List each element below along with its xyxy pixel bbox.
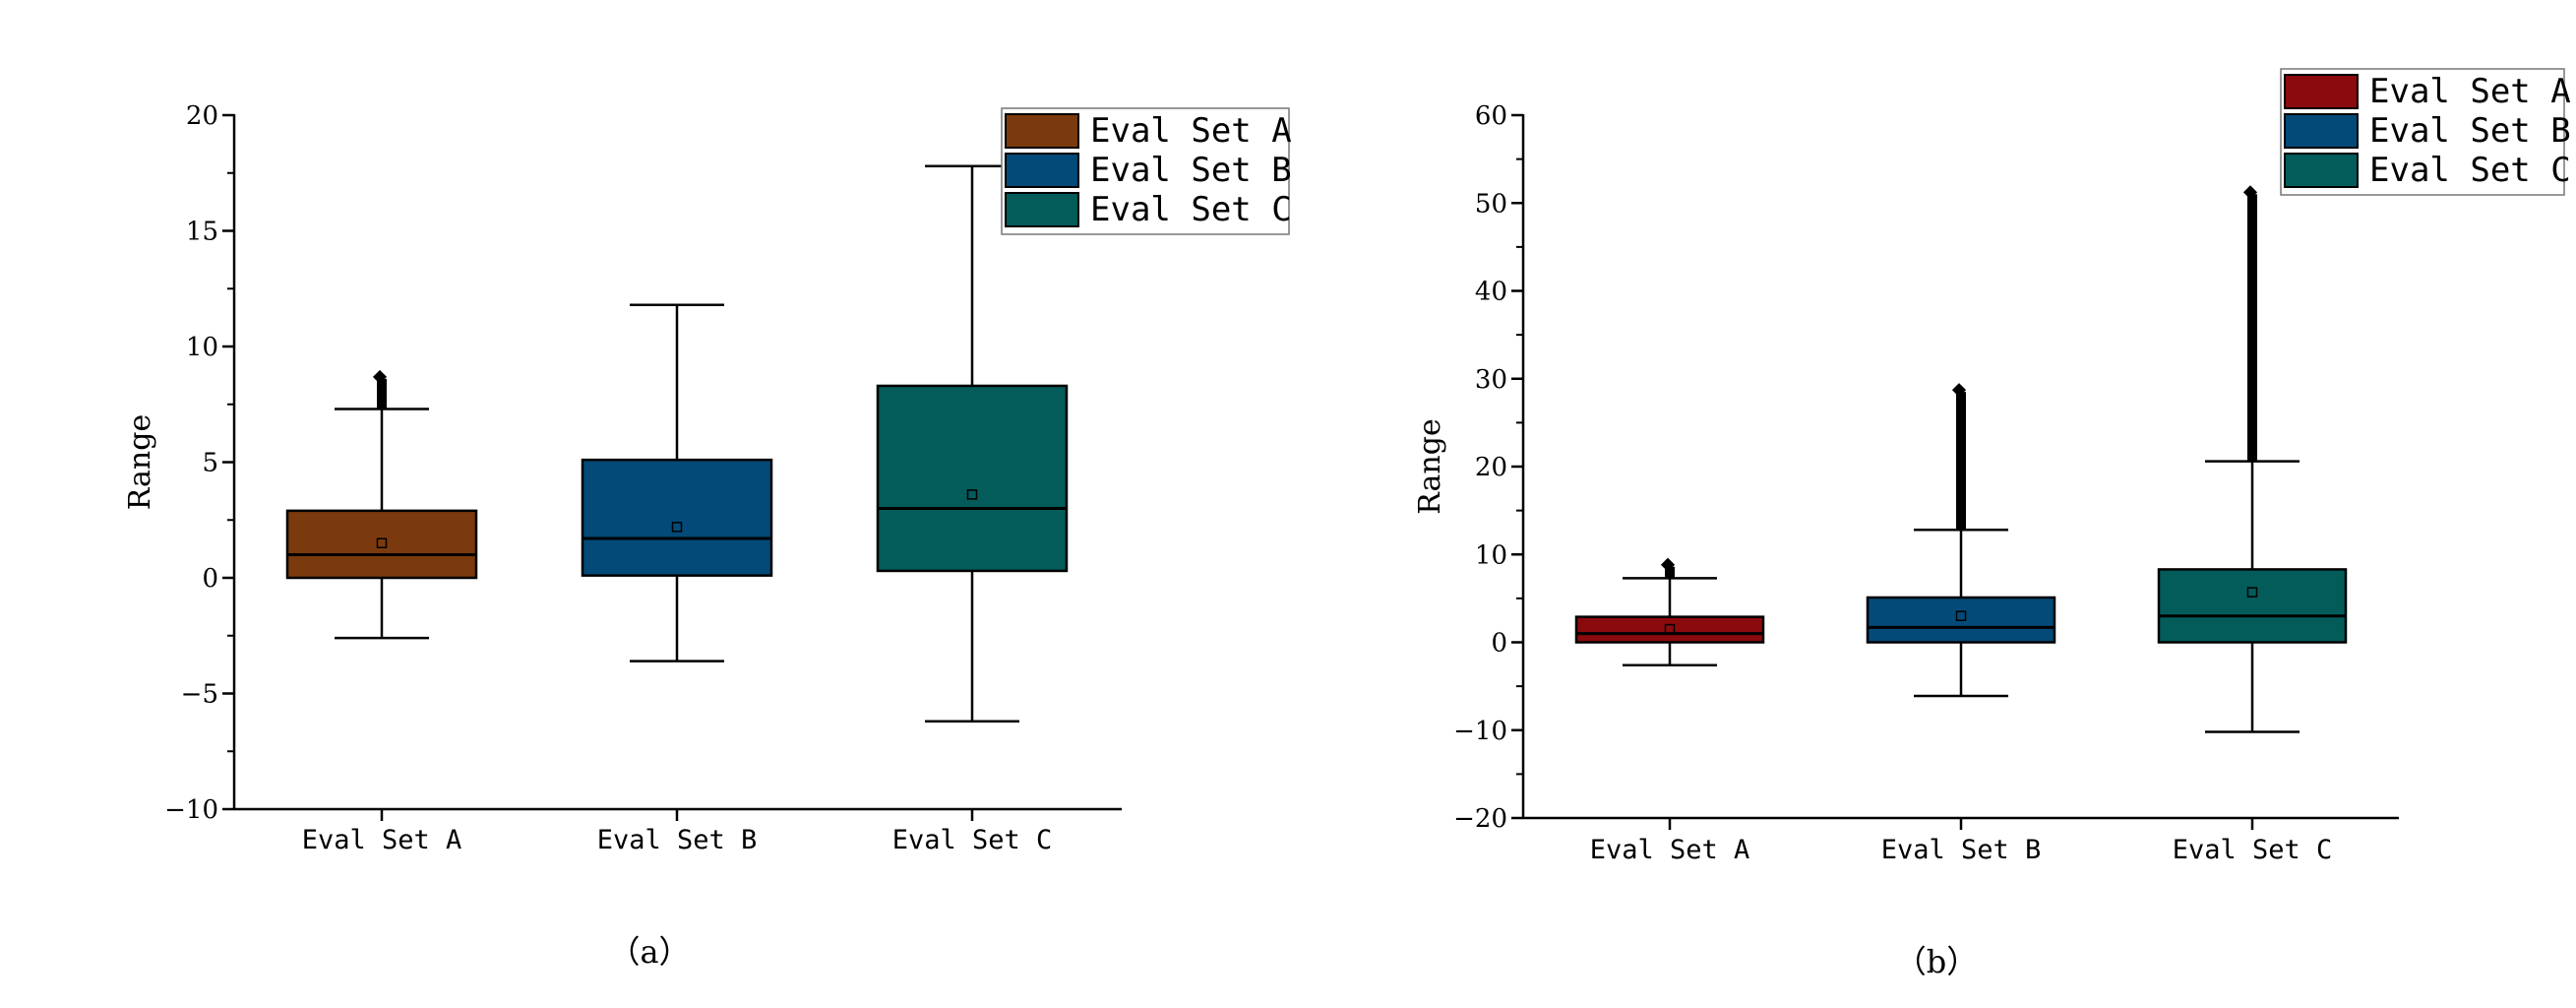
box-body	[581, 458, 773, 577]
y-tick-label: 10	[186, 333, 218, 362]
y-axis-label: Range	[1413, 418, 1447, 514]
legend-swatch	[1005, 192, 1079, 227]
y-axis-label: Range	[123, 414, 157, 510]
mean-marker	[1664, 623, 1676, 635]
y-tick-label: 30	[1475, 365, 1507, 395]
y-tick-label: 20	[186, 101, 218, 131]
x-tick-label: Eval Set A	[302, 825, 462, 855]
x-tick-label: Eval Set C	[2173, 835, 2333, 865]
legend-swatch	[2284, 113, 2359, 149]
panel-caption: （a）	[608, 933, 690, 971]
box-3	[876, 164, 1069, 723]
y-tick-label: 50	[1475, 189, 1507, 219]
max-outlier-marker	[1951, 383, 1967, 398]
outliers	[2247, 194, 2257, 462]
box-2	[1866, 383, 2056, 698]
y-tick-label: 5	[202, 449, 218, 478]
mean-marker	[2246, 587, 2258, 598]
box-1	[285, 369, 478, 640]
y-tick-label: 20	[1475, 453, 1507, 482]
mean-marker	[376, 537, 388, 548]
x-tick-label: Eval Set B	[597, 825, 758, 855]
panel-caption: （b）	[1895, 943, 1979, 980]
y-tick-label: −5	[181, 680, 218, 710]
legend-swatch	[1005, 113, 1079, 149]
legend-swatch	[2284, 153, 2359, 188]
y-tick-label: 15	[186, 218, 218, 247]
x-tick-label: Eval Set A	[1590, 835, 1750, 865]
y-tick-label: 0	[202, 564, 218, 594]
max-outlier-marker	[372, 369, 388, 384]
legend-swatch	[1005, 153, 1079, 188]
box-body	[285, 509, 478, 580]
mean-marker	[671, 522, 683, 533]
box-3	[2157, 185, 2348, 733]
legend-entry: Eval Set C	[1090, 190, 1292, 229]
max-outlier-marker	[1660, 557, 1676, 572]
y-tick-label: −10	[1453, 717, 1507, 746]
x-tick-label: Eval Set B	[1881, 835, 2042, 865]
outliers	[1956, 392, 1966, 531]
box-body	[876, 384, 1069, 573]
box-body	[1574, 615, 1765, 644]
box-body	[2157, 568, 2348, 644]
legend-entry: Eval Set A	[2369, 72, 2571, 111]
y-tick-label: 0	[1491, 629, 1507, 659]
y-tick-label: −20	[1453, 804, 1507, 834]
legend-swatch	[2284, 74, 2359, 109]
legend-entry: Eval Set C	[2369, 151, 2571, 190]
y-tick-label: −10	[164, 795, 218, 825]
outliers	[377, 378, 387, 410]
y-tick-label: 60	[1475, 101, 1507, 131]
legend-entry: Eval Set B	[1090, 151, 1292, 190]
mean-marker	[1955, 610, 1967, 621]
box-body	[1866, 596, 2056, 644]
outliers	[1665, 566, 1675, 579]
mean-marker	[966, 489, 978, 500]
y-tick-label: 40	[1475, 278, 1507, 307]
box-1	[1574, 557, 1765, 666]
x-tick-label: Eval Set C	[892, 825, 1053, 855]
box-2	[581, 303, 773, 662]
legend-entry: Eval Set A	[1090, 111, 1292, 151]
y-tick-label: 10	[1475, 540, 1507, 570]
legend-entry: Eval Set B	[2369, 111, 2571, 151]
